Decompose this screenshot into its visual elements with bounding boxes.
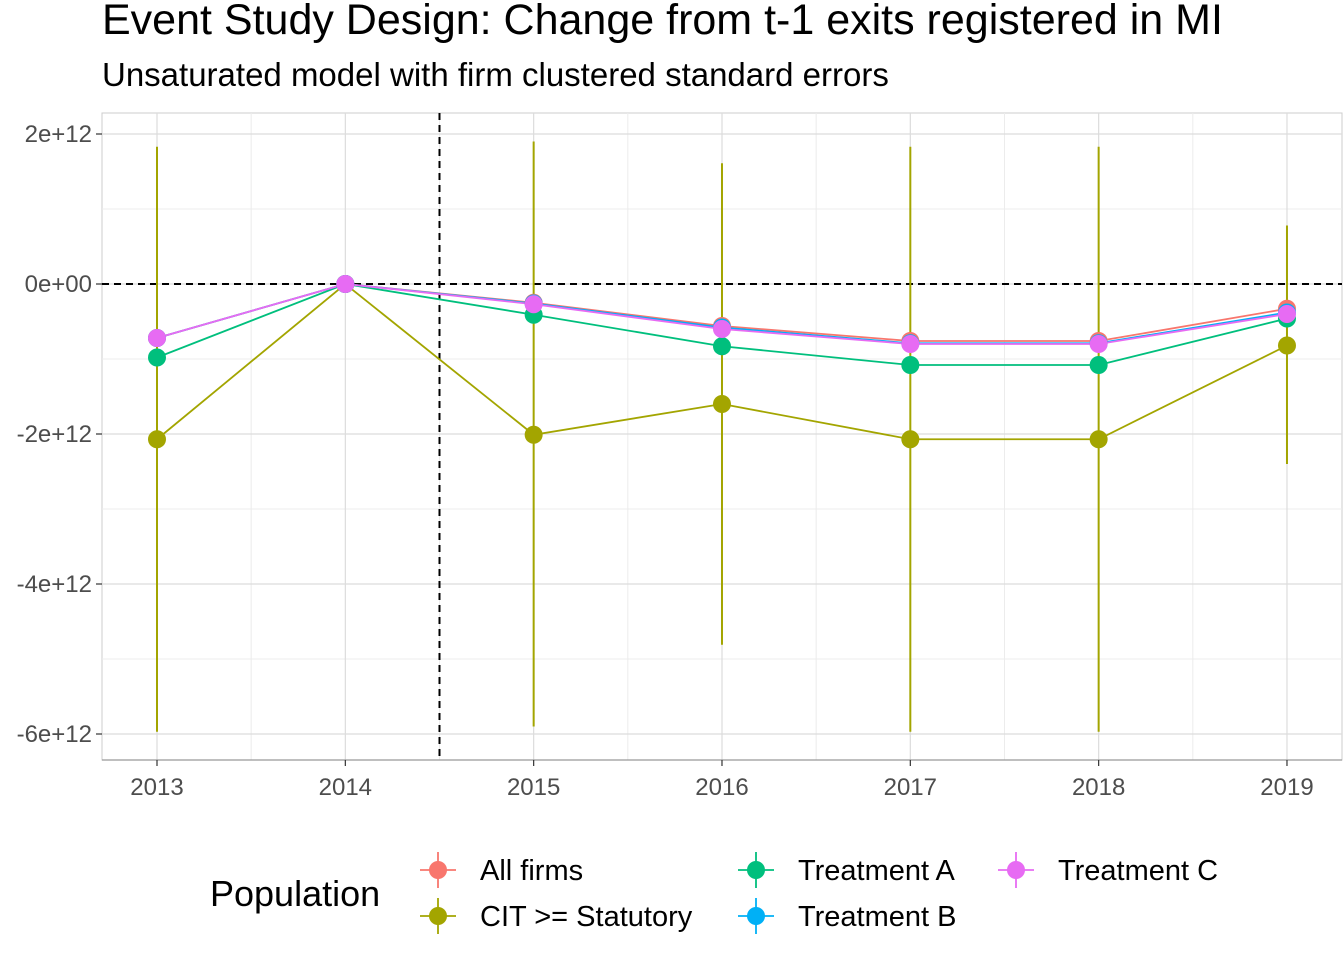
- data-point: [712, 320, 731, 338]
- legend-key-point: [429, 861, 447, 879]
- y-tick-label: -4e+12: [17, 571, 92, 598]
- x-tick-label: 2016: [695, 774, 748, 801]
- legend-item: All firms: [420, 852, 583, 888]
- legend-label: All firms: [480, 855, 583, 887]
- y-tick-label: 2e+12: [25, 121, 92, 148]
- data-point: [1277, 336, 1296, 355]
- data-point: [1089, 356, 1108, 374]
- legend-key-point: [1007, 861, 1025, 879]
- series-layer: [148, 141, 1296, 732]
- x-tick-label: 2015: [507, 774, 560, 801]
- data-point: [524, 425, 543, 444]
- data-point: [712, 337, 731, 356]
- series-cit-statutory: [156, 141, 1288, 732]
- x-tick-label: 2017: [884, 774, 937, 801]
- data-point: [1277, 305, 1296, 323]
- data-point: [901, 335, 920, 353]
- data-point: [901, 356, 920, 374]
- points-cit-statutory: [148, 275, 1296, 449]
- legend-key-point: [429, 907, 447, 925]
- axes: 2e+12 0e+00 -2e+12 -4e+12 -6e+12 2013 2014 2015…: [17, 121, 1342, 801]
- y-tick-label: 0e+00: [25, 271, 92, 298]
- legend-item: Treatment B: [738, 898, 956, 934]
- legend-label: Treatment C: [1058, 855, 1218, 887]
- x-tick-label: 2018: [1072, 774, 1125, 801]
- legend-label: Treatment A: [798, 855, 956, 887]
- legend-item: Treatment C: [998, 852, 1218, 888]
- data-point: [148, 348, 166, 367]
- legend-item: CIT >= Statutory: [420, 898, 693, 934]
- reference-lines: [102, 113, 1342, 760]
- data-point: [148, 329, 166, 347]
- legend-label: CIT >= Statutory: [480, 901, 693, 933]
- legend-item: Treatment A: [738, 852, 956, 888]
- data-point: [712, 395, 731, 413]
- x-tick-label: 2014: [319, 774, 372, 801]
- data-point: [148, 430, 166, 449]
- legend-key-point: [747, 861, 765, 879]
- chart-title: Event Study Design: Change from t-1 exit…: [102, 0, 1223, 44]
- data-point: [901, 430, 920, 449]
- x-tick-label: 2019: [1260, 774, 1313, 801]
- y-tick-label: -6e+12: [17, 721, 92, 748]
- y-tick-label: -2e+12: [17, 421, 92, 448]
- data-point: [1089, 335, 1108, 353]
- legend-title: Population: [210, 873, 380, 914]
- legend: Population All firms CIT >= Statutory Treat…: [210, 852, 1218, 934]
- data-point: [524, 295, 543, 314]
- data-point: [1089, 430, 1108, 449]
- x-tick-label: 2013: [130, 774, 183, 801]
- chart-subtitle: Unsaturated model with firm clustered st…: [102, 56, 889, 93]
- data-point: [336, 275, 355, 293]
- legend-label: Treatment B: [798, 901, 956, 933]
- legend-key-point: [747, 907, 765, 925]
- points-treatment-c: [148, 275, 1296, 353]
